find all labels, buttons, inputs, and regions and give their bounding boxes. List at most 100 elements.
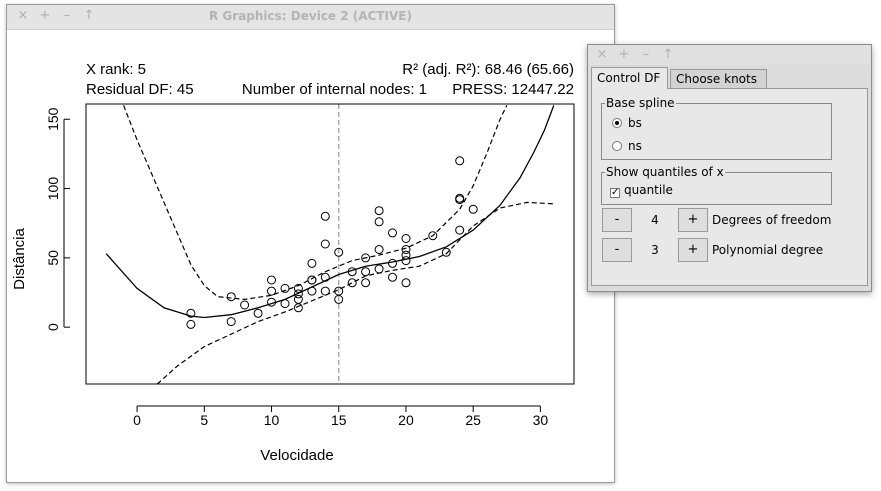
press-label: PRESS: 12447.22 <box>452 81 574 98</box>
data-point <box>226 317 236 327</box>
data-point <box>361 267 371 277</box>
x-tick-label: 5 <box>200 412 208 428</box>
r-graphics-window: × + – ↑ R Graphics: Device 2 (ACTIVE) X … <box>6 4 615 483</box>
shade-icon[interactable]: ↑ <box>83 8 95 23</box>
shade-icon[interactable]: ↑ <box>662 47 674 62</box>
data-point <box>374 264 384 274</box>
data-point <box>374 206 384 216</box>
poly-label: Polynomial degree <box>712 243 824 257</box>
data-point <box>293 303 303 313</box>
data-point <box>226 292 236 302</box>
y-tick-label: 50 <box>45 250 61 266</box>
data-point <box>253 308 263 318</box>
y-tick-label: 100 <box>45 177 61 201</box>
x-tick-label: 25 <box>465 412 481 428</box>
window-title: R Graphics: Device 2 (ACTIVE) <box>209 9 412 23</box>
data-point <box>428 231 438 241</box>
data-point <box>293 289 303 299</box>
data-point <box>361 253 371 263</box>
base-spline-label: Base spline <box>605 96 676 110</box>
radio-ns[interactable]: ns <box>612 138 642 154</box>
window-titlebar: × + – ↑ R Graphics: Device 2 (ACTIVE) <box>7 5 614 30</box>
x-rank-label: X rank: 5 <box>86 61 146 78</box>
quantile-checkbox-label: quantile <box>624 183 673 197</box>
residual-df-label: Residual DF: 45 <box>86 81 194 98</box>
data-point <box>267 286 276 296</box>
tab-control-df[interactable]: Control DF <box>591 67 668 89</box>
tab-choose-knots[interactable]: Choose knots <box>670 69 767 88</box>
y-tick-label: 0 <box>45 323 61 331</box>
poly-decrement-button[interactable]: - <box>602 238 632 262</box>
data-point <box>455 225 465 235</box>
panel-titlebar: × + – ↑ <box>588 45 871 65</box>
plot-frame <box>85 103 575 385</box>
r-squared-label: R² (adj. R²): 68.46 (65.66) <box>402 61 574 78</box>
x-tick-label: 20 <box>398 412 414 428</box>
quantiles-label: Show quantiles of x <box>605 165 725 179</box>
x-axis-label: Velocidade <box>260 447 333 464</box>
control-panel-window: × + – ↑ Control DF Choose knots Base spl… <box>587 44 872 292</box>
minimize-icon[interactable]: – <box>642 47 650 62</box>
data-point <box>347 267 357 277</box>
radio-bs-indicator[interactable] <box>612 118 622 128</box>
data-point <box>307 286 317 296</box>
lower-confidence-band <box>156 201 554 384</box>
data-point <box>267 275 276 285</box>
tab-content: Base spline bs ns Show quantiles of x ✓ q… <box>591 88 868 286</box>
data-point <box>320 239 330 249</box>
data-point <box>401 245 411 254</box>
data-point <box>307 258 317 268</box>
df-label: Degrees of freedom <box>712 213 832 227</box>
internal-nodes-label: Number of internal nodes: 1 <box>242 81 427 98</box>
data-point <box>320 211 330 221</box>
maximize-icon[interactable]: + <box>618 47 630 62</box>
y-tick-label: 150 <box>45 107 61 131</box>
data-point <box>374 217 384 227</box>
radio-bs[interactable]: bs <box>612 115 642 131</box>
df-decrement-button[interactable]: - <box>602 208 632 232</box>
close-icon[interactable]: × <box>17 8 29 23</box>
data-point <box>441 247 451 257</box>
poly-increment-button[interactable]: + <box>678 238 708 262</box>
df-value: 4 <box>651 213 659 227</box>
data-point <box>455 193 465 203</box>
data-point <box>388 228 397 238</box>
close-icon[interactable]: × <box>596 47 608 62</box>
data-point <box>374 245 384 254</box>
data-point <box>401 256 411 266</box>
data-point <box>293 283 303 293</box>
data-point <box>186 319 196 329</box>
y-axis-label: Distância <box>11 228 28 290</box>
maximize-icon[interactable]: + <box>39 8 51 23</box>
radio-ns-indicator[interactable] <box>612 141 622 151</box>
radio-bs-label: bs <box>628 116 642 130</box>
radio-ns-label: ns <box>628 139 642 153</box>
data-point <box>307 275 317 285</box>
x-tick-label: 10 <box>264 412 280 428</box>
minimize-icon[interactable]: – <box>63 8 71 23</box>
data-point <box>388 258 397 268</box>
data-point <box>347 278 357 288</box>
data-point <box>186 308 196 318</box>
panel-tabs: Control DF Choose knots <box>591 67 868 89</box>
x-tick-label: 30 <box>533 412 549 428</box>
quantiles-group: Show quantiles of x ✓ quantile <box>601 165 832 205</box>
data-point <box>361 278 371 288</box>
x-tick-label: 0 <box>133 412 141 428</box>
base-spline-group: Base spline bs ns <box>601 96 832 160</box>
data-point <box>293 294 303 304</box>
data-point <box>401 250 411 260</box>
df-increment-button[interactable]: + <box>678 208 708 232</box>
data-point <box>468 204 478 214</box>
data-point <box>334 286 344 296</box>
quantile-checkbox[interactable]: ✓ <box>610 187 620 198</box>
x-tick-label: 15 <box>331 412 347 428</box>
data-point <box>320 286 330 296</box>
poly-value: 3 <box>651 243 659 257</box>
data-point <box>267 297 276 307</box>
upper-confidence-band <box>123 105 508 301</box>
quantile-checkbox-row[interactable]: ✓ quantile <box>610 182 673 198</box>
data-point <box>388 272 397 282</box>
data-point <box>401 234 411 243</box>
data-point <box>240 300 250 310</box>
